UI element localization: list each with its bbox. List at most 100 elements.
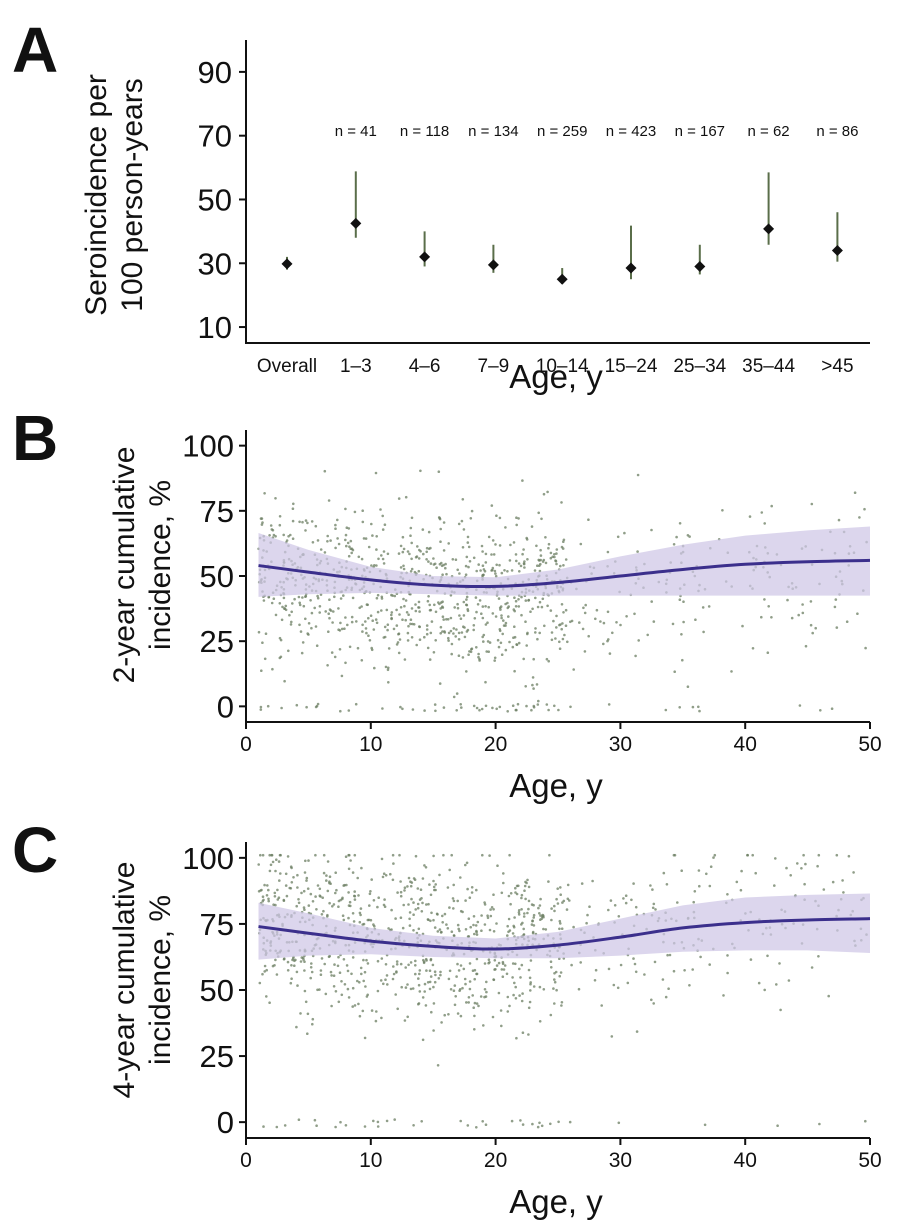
panel-c-scatter-point (329, 970, 333, 974)
panel-c-scatter-point (408, 911, 412, 914)
panel-b-scatter-point (834, 598, 838, 601)
panel-c-scatter-point (561, 901, 564, 904)
panel-c-scatter-point (528, 976, 532, 980)
panel-b-scatter-point (386, 668, 390, 672)
panel-b-scatter-point (537, 699, 540, 703)
panel-b-scatter-point (459, 617, 463, 620)
panel-b-scatter-point (536, 703, 540, 706)
panel-c-scatter-point (385, 974, 389, 977)
panel-b-scatter-point (522, 562, 526, 566)
panel-c-scatter-point (510, 1119, 514, 1123)
panel-b-scatter-point (566, 640, 569, 644)
panel-b-scatter-point (499, 641, 503, 645)
panel-b-scatter-point (310, 626, 313, 630)
panel-b-scatter-point (856, 612, 859, 615)
panel-c-scatter-point (775, 983, 778, 986)
panel-b-scatter-point (475, 610, 478, 614)
panel-b-scatter-point (283, 679, 286, 683)
panel-c-scatter-point (472, 923, 475, 927)
panel-c-scatter-point (515, 1036, 518, 1040)
panel-c-scatter-point (421, 901, 424, 905)
panel-b-scatter-point (599, 620, 602, 623)
panel-b-scatter-point (526, 558, 529, 561)
panel-b-scatter-point (459, 703, 463, 706)
panel-c-scatter-point (635, 1030, 639, 1033)
panel-c-scatter-point (345, 964, 349, 967)
panel-c-scatter-point (278, 879, 281, 882)
panel-b-scatter-point (514, 599, 518, 603)
panel-c-scatter-point (296, 886, 299, 889)
panel-c-scatter-point (787, 979, 791, 982)
panel-c-scatter-point (552, 987, 555, 990)
panel-a-category-label: 15–24 (605, 356, 658, 377)
panel-c-scatter-point (538, 1121, 541, 1125)
panel-c-scatter-point (434, 883, 438, 886)
panel-b-scatter-point (293, 597, 296, 601)
panel-b-scatter-point (439, 527, 443, 531)
panel-b-scatter-point (500, 571, 504, 575)
panel-c-scatter-point (267, 899, 271, 903)
panel-c-scatter-point (399, 962, 403, 966)
panel-b-y-tick-label: 50 (200, 559, 234, 594)
panel-b-scatter-point (524, 685, 527, 688)
panel-b-scatter-point (562, 538, 566, 542)
panel-c-scatter-point (624, 901, 628, 905)
panel-c-scatter-point (399, 880, 402, 883)
panel-b-scatter-point (510, 569, 514, 572)
panel-b-scatter-point (327, 499, 331, 502)
panel-b-scatter-point (381, 707, 384, 710)
panel-b-scatter-point (495, 514, 498, 517)
panel-c-scatter-point (457, 969, 461, 972)
panel-b-y-tick-label: 100 (182, 429, 234, 464)
panel-c-scatter-point (465, 1001, 468, 1004)
panel-b-scatter-point (542, 492, 546, 496)
panel-c-scatter-point (492, 978, 495, 981)
panel-c-scatter-point (293, 964, 296, 967)
panel-b-scatter-point (414, 603, 417, 606)
panel-c-scatter-point (320, 913, 324, 916)
panel-b-scatter-point (537, 511, 540, 515)
panel-b-scatter-point (506, 570, 509, 573)
panel-b-x-tick-label: 30 (609, 733, 632, 756)
panel-c-scatter-point (475, 972, 479, 976)
panel-b-scatter-point (500, 614, 503, 617)
panel-c-scatter-point (524, 897, 527, 901)
panel-c-scatter-point (387, 927, 390, 930)
panel-c-scatter-point (537, 906, 540, 910)
panel-c-scatter-point (261, 895, 265, 898)
panel-b-scatter-point (441, 605, 444, 608)
panel-c-scatter-point (466, 1124, 470, 1127)
panel-c-scatter-point (415, 931, 419, 935)
panel-b-scatter-point (480, 544, 484, 548)
panel-c-y-axis-label: 4-year cumulative incidence, % (108, 862, 177, 1099)
panel-b-scatter-point (377, 557, 380, 561)
panel-b-scatter-point (272, 597, 276, 600)
panel-c-scatter-point (366, 962, 370, 965)
panel-c-scatter-point (366, 993, 370, 997)
panel-c-scatter-point (424, 866, 428, 869)
panel-c-scatter-point (468, 896, 472, 899)
panel-c-scatter-point (407, 876, 411, 880)
panel-c-scatter-point (468, 962, 472, 965)
panel-c-scatter-point (409, 884, 413, 888)
panel-c-scatter-point (305, 879, 308, 882)
panel-b-scatter-point (527, 598, 531, 602)
panel-b-scatter-point (375, 548, 378, 551)
panel-b-scatter-point (498, 705, 502, 709)
panel-b-scatter-point (801, 611, 805, 615)
panel-c-scatter-point (330, 1004, 333, 1008)
panel-c-scatter-point (842, 891, 845, 894)
panel-b-scatter-point (763, 522, 766, 525)
panel-c-scatter-point (441, 914, 444, 918)
panel-c-scatter-point (376, 905, 379, 909)
panel-c-scatter-point (359, 966, 363, 970)
panel-b-scatter-point (402, 597, 405, 601)
panel-b-scatter-point (845, 620, 849, 623)
panel-c-scatter-point (299, 960, 303, 963)
panel-c-scatter-point (617, 915, 621, 918)
panel-c-scatter-point (509, 892, 513, 895)
panel-c-scatter-point (384, 978, 387, 981)
panel-b-scatter-point (399, 544, 403, 548)
panel-b-scatter-point (541, 597, 545, 601)
panel-b-scatter-point (564, 558, 568, 561)
